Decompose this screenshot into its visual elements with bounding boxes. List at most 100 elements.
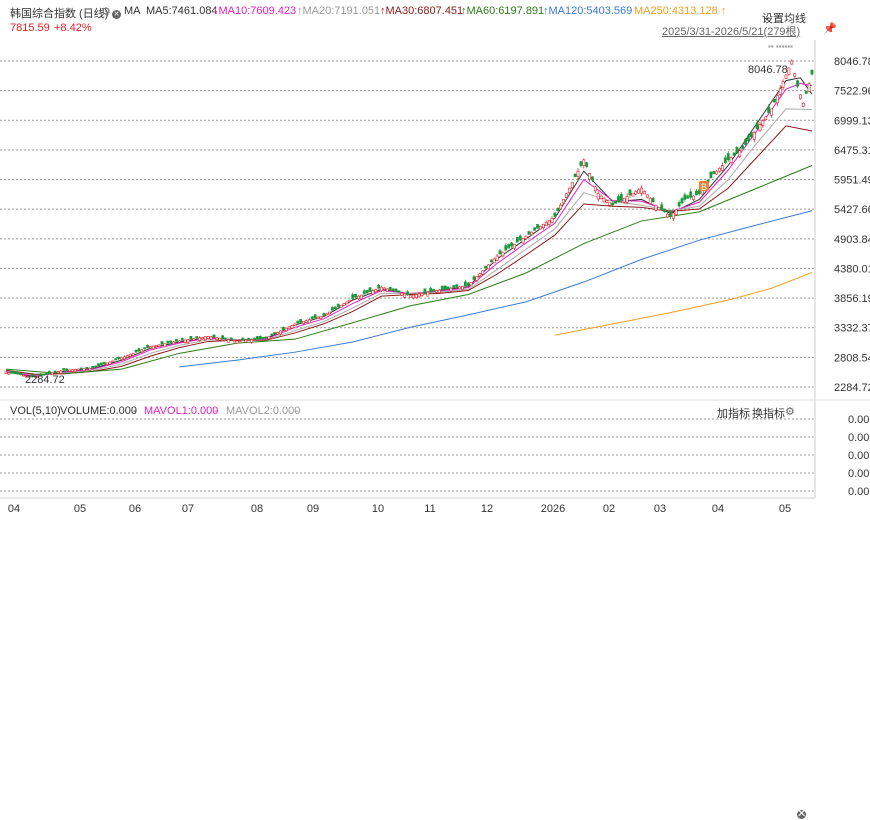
candle-body bbox=[114, 358, 118, 361]
candle-body bbox=[290, 325, 294, 329]
candle-body bbox=[371, 290, 375, 295]
pin-icon[interactable]: 📌 bbox=[823, 23, 837, 35]
candle-body bbox=[651, 197, 655, 202]
candle-body bbox=[287, 326, 291, 329]
candle-body bbox=[787, 67, 791, 75]
candle-body bbox=[513, 243, 516, 249]
high-annotation: 8046.78 bbox=[748, 64, 788, 76]
candle-body bbox=[140, 349, 144, 353]
x-tick-label: 05 bbox=[74, 503, 86, 515]
candle-body bbox=[244, 339, 248, 343]
candle-body bbox=[281, 327, 285, 330]
candle-body bbox=[492, 258, 496, 264]
candle-body bbox=[582, 159, 586, 166]
candle-body bbox=[39, 373, 43, 377]
candle-body bbox=[362, 290, 366, 295]
candle-body bbox=[411, 294, 415, 299]
candle-body bbox=[770, 108, 773, 116]
x-tick-label: 05 bbox=[779, 503, 791, 515]
candle-body bbox=[368, 287, 372, 292]
candle-body bbox=[160, 341, 164, 345]
candle-body bbox=[469, 282, 473, 286]
candle-body bbox=[761, 120, 765, 126]
candle-body bbox=[640, 187, 643, 194]
candle-body bbox=[692, 195, 695, 200]
candle-body bbox=[671, 212, 675, 219]
candle-body bbox=[767, 106, 771, 114]
candle-body bbox=[253, 337, 256, 340]
candle-body bbox=[206, 336, 210, 339]
event-marker-icon bbox=[699, 181, 709, 191]
candle-body bbox=[270, 333, 274, 336]
candle-body bbox=[255, 336, 259, 340]
mavol1-value: MAVOL1:0.000 bbox=[144, 405, 219, 417]
candle-body bbox=[775, 95, 779, 104]
candle-body bbox=[550, 218, 554, 223]
candle-body bbox=[645, 194, 649, 198]
candle-body bbox=[250, 339, 253, 343]
ma-line-ma60 bbox=[5, 165, 813, 375]
gear-icon[interactable]: ⚙ bbox=[785, 406, 795, 418]
switch-indicator-button[interactable]: 换指标 bbox=[752, 408, 785, 420]
volume-tick-label: 0.00 bbox=[848, 414, 869, 426]
candle-body bbox=[342, 303, 346, 306]
candle-body bbox=[325, 313, 329, 316]
ma-line-ma120 bbox=[179, 210, 813, 368]
candle-body bbox=[723, 157, 727, 163]
x-tick-label: 04 bbox=[712, 503, 724, 515]
candle-body bbox=[518, 235, 522, 241]
candle-body bbox=[276, 332, 279, 335]
date-range[interactable]: 2025/3/31-2026/5/21(279根) bbox=[662, 26, 801, 38]
candle-body bbox=[599, 195, 603, 200]
candle-body bbox=[484, 265, 487, 269]
gear-icon[interactable]: ⚙ bbox=[101, 6, 111, 18]
candle-body bbox=[79, 367, 83, 370]
candle-body bbox=[218, 337, 222, 341]
candle-body bbox=[388, 287, 392, 290]
candle-body bbox=[322, 312, 326, 316]
candle-body bbox=[429, 287, 433, 292]
candle-body bbox=[749, 131, 753, 137]
candle-body bbox=[128, 354, 132, 357]
candle-body bbox=[744, 139, 747, 145]
ma60-value: ↑MA60:6197.891 bbox=[461, 5, 545, 17]
candle-body bbox=[689, 191, 693, 198]
candle-body bbox=[238, 340, 242, 342]
x-tick-label: 2026 bbox=[541, 503, 565, 515]
volume-axis: 0.00 0.00 0.00 0.00 0.00 bbox=[848, 414, 869, 498]
candle-body bbox=[709, 171, 713, 179]
candle-body bbox=[539, 226, 542, 230]
chevron-down-icon: ⌄ bbox=[762, 11, 772, 23]
candle-body bbox=[30, 374, 34, 377]
candle-body bbox=[449, 287, 453, 292]
candle-body bbox=[397, 290, 401, 293]
candle-body bbox=[758, 124, 762, 132]
candle-body bbox=[729, 157, 733, 164]
mavol2-value: MAVOL2:0.000 bbox=[226, 405, 301, 417]
ma-line-ma5 bbox=[5, 77, 813, 378]
candle-body bbox=[345, 301, 349, 305]
candle-body bbox=[611, 202, 615, 206]
candle-body bbox=[478, 273, 482, 277]
ma-label: MA bbox=[124, 5, 141, 17]
x-tick-label: 10 bbox=[372, 503, 384, 515]
candle-body bbox=[108, 361, 112, 365]
candles: B bbox=[4, 59, 814, 378]
candle-body bbox=[377, 285, 381, 289]
candle-body bbox=[284, 327, 288, 331]
candle-body bbox=[625, 196, 629, 203]
candle-body bbox=[169, 340, 173, 343]
candle-body bbox=[547, 220, 551, 225]
candle-body bbox=[712, 171, 716, 175]
candle-body bbox=[143, 347, 147, 350]
candle-body bbox=[7, 372, 11, 375]
candle-body bbox=[221, 335, 225, 339]
add-indicator-button[interactable]: 加指标 bbox=[717, 408, 750, 420]
candle-body bbox=[383, 287, 386, 290]
candle-body bbox=[524, 235, 528, 240]
candle-body bbox=[365, 290, 369, 294]
ma250-value: MA250:4313.128 ↑ bbox=[634, 5, 727, 17]
candle-body bbox=[773, 98, 776, 103]
candle-body bbox=[310, 316, 314, 320]
candle-body bbox=[215, 337, 219, 340]
